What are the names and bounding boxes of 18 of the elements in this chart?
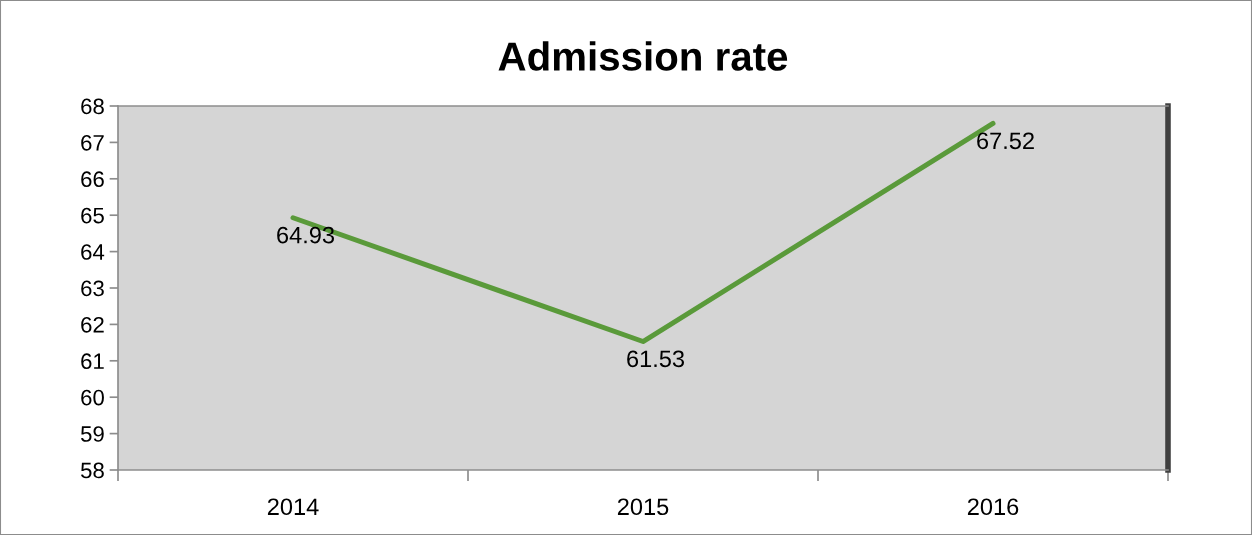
y-tick-label: 63 xyxy=(81,280,104,297)
x-tick-label: 2016 xyxy=(967,498,1019,516)
y-tick-label: 59 xyxy=(80,426,104,442)
y-tick-label: 60 xyxy=(81,389,104,406)
y-tick-label: 58 xyxy=(80,462,104,479)
y-tick-label: 61 xyxy=(81,353,104,370)
x-tick-label: 2015 xyxy=(617,498,669,516)
data-label: 67.52 xyxy=(977,132,1034,150)
y-tick-label: 65 xyxy=(81,207,104,224)
y-tick-label: 66 xyxy=(81,171,104,188)
data-label: 64.93 xyxy=(277,226,335,244)
y-tick-label: 64 xyxy=(81,244,105,260)
y-tick-label: 67 xyxy=(81,134,104,151)
y-tick-label: 62 xyxy=(81,316,104,333)
x-tick-label: 2014 xyxy=(267,498,319,516)
y-tick-label: 68 xyxy=(81,98,104,115)
chart-title: Admission rate xyxy=(498,41,788,71)
data-label: 61.53 xyxy=(627,350,685,368)
